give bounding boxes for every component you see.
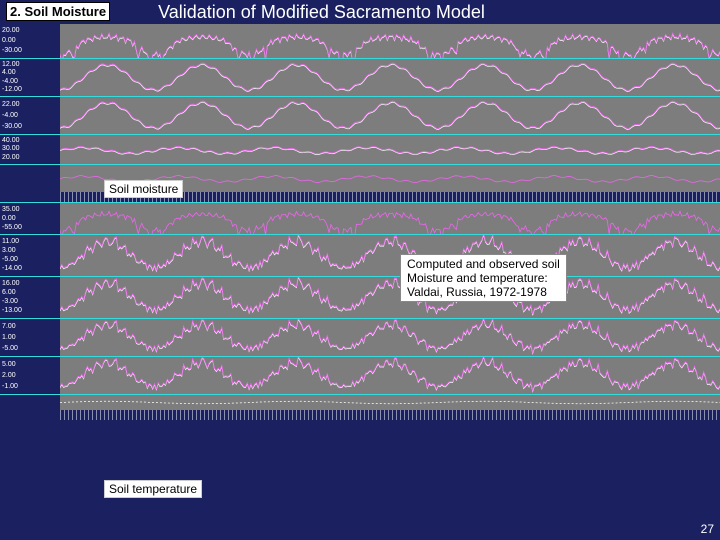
yaxis [0,165,60,192]
series-comp [60,211,720,234]
page-title: Validation of Modified Sacramento Model [158,2,485,23]
plot [60,97,720,134]
panel-1: 12.004.00-4.00-12.00 [0,58,720,96]
ytick: 35.00 [2,206,58,214]
ytick: 20.00 [2,27,58,35]
plot [60,319,720,356]
ytick: 20.00 [2,154,58,162]
plot [60,59,720,96]
series-comp [60,63,720,90]
ytick: -5.00 [2,256,58,264]
plot [60,24,720,58]
yaxis: 11.003.00-5.00-14.00 [0,235,60,276]
panel-2: 22.00 -4.00 -30.00 [0,96,720,134]
xaxis-ticks [60,410,720,420]
yaxis: 16.006.00-3.00-13.00 [0,277,60,318]
ytick: -13.00 [2,307,58,315]
yaxis: 40.0030.0020.00 [0,135,60,164]
ytick: 40.00 [2,137,58,145]
caption-box: Computed and observed soil Moisture and … [400,254,567,302]
plot [60,357,720,394]
yaxis [0,395,60,410]
caption-line: Moisture and temperature: [407,271,560,285]
series-obs [60,357,720,392]
caption-line: Valdai, Russia, 1972-1978 [407,285,560,299]
series-comp [60,101,720,128]
panel-7: 16.006.00-3.00-13.00 [0,276,720,318]
panel-9: 5.00 2.00 -1.00 [0,356,720,394]
ytick: -30.00 [2,123,58,131]
panel-3: 40.0030.0020.00 [0,134,720,164]
panel-6: 11.003.00-5.00-14.00 [0,234,720,276]
ytick: -5.00 [2,345,58,353]
plot-stack: 20.000.00-30.0012.004.00-4.00-12.0022.00… [0,24,720,420]
yaxis: 5.00 2.00 -1.00 [0,357,60,394]
yaxis: 35.000.00-55.00 [0,203,60,234]
annotation-soil-moisture: Soil moisture [104,180,183,198]
plot [60,277,720,318]
ytick: 5.00 [2,361,58,369]
ytick: -30.00 [2,47,58,55]
caption-line: Computed and observed soil [407,257,560,271]
ytick: 6.00 [2,289,58,297]
yaxis: 7.00 1.00 -5.00 [0,319,60,356]
ytick: 7.00 [2,323,58,331]
ytick: -3.00 [2,298,58,306]
series-obs [60,235,720,273]
annotation-soil-temperature: Soil temperature [104,480,202,498]
plot [60,203,720,234]
yaxis: 20.00 0.00 -30.00 [0,24,60,58]
ytick: -4.00 [2,78,58,86]
ytick: -14.00 [2,265,58,273]
ytick: 1.00 [2,334,58,342]
series-obs [60,319,720,354]
plot [60,395,720,410]
yaxis: 12.004.00-4.00-12.00 [0,59,60,96]
ytick: 30.00 [2,145,58,153]
panel-8: 7.00 1.00 -5.00 [0,318,720,356]
ytick: 3.00 [2,247,58,255]
ytick: 2.00 [2,372,58,380]
ytick: -1.00 [2,383,58,391]
ytick: 22.00 [2,101,58,109]
ytick: 12.00 [2,61,58,69]
series-dash [60,401,720,403]
yaxis: 22.00 -4.00 -30.00 [0,97,60,134]
ytick: -55.00 [2,224,58,232]
ytick: 4.00 [2,69,58,77]
ytick: 0.00 [2,215,58,223]
plot [60,235,720,276]
slide-number: 27 [701,522,714,536]
ytick: 11.00 [2,238,58,246]
ytick: 16.00 [2,280,58,288]
series-obs [60,277,720,315]
ytick: 0.00 [2,37,58,45]
ytick: -12.00 [2,86,58,94]
panel-5: 35.000.00-55.00 [0,202,720,234]
series-comp [60,33,720,58]
panel-10 [0,394,720,410]
ytick: -4.00 [2,112,58,120]
panel-0: 20.00 0.00 -30.00 [0,24,720,58]
section-label: 2. Soil Moisture [6,2,110,21]
plot [60,135,720,164]
